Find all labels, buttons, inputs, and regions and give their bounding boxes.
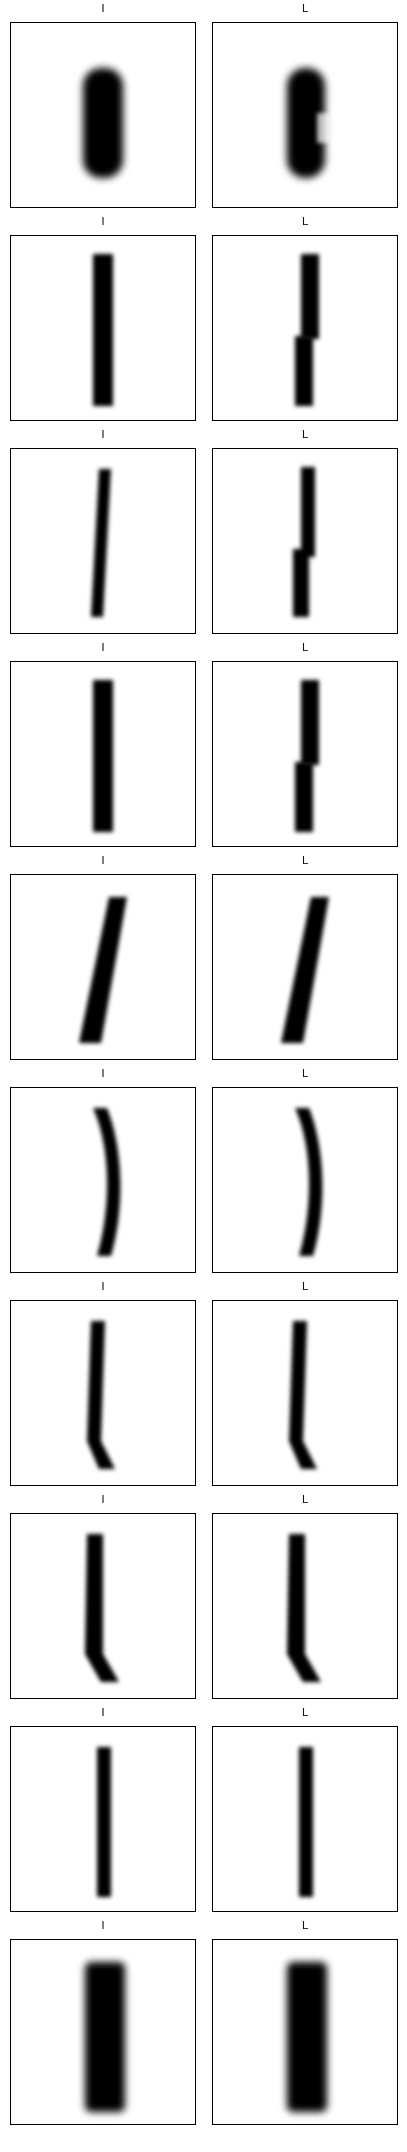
letter-image: [10, 1300, 196, 1486]
letter-image: [212, 235, 398, 421]
class-label: I: [101, 1280, 105, 1293]
letter-image: [212, 1939, 398, 2125]
class-label: L: [301, 641, 309, 654]
class-label: L: [301, 1706, 309, 1719]
letter-image-cell: L: [212, 1920, 398, 2125]
letter-image: [212, 874, 398, 1060]
class-label: I: [101, 641, 105, 654]
letter-image: [10, 1939, 196, 2125]
class-label: L: [301, 1280, 309, 1293]
class-label: I: [101, 854, 105, 867]
letter-image-cell: I: [10, 1281, 196, 1486]
class-label: L: [301, 1067, 309, 1080]
letter-image-cell: L: [212, 216, 398, 421]
class-label: I: [101, 1919, 105, 1932]
class-label: I: [101, 1493, 105, 1506]
letter-image: [212, 1726, 398, 1912]
letter-image: [212, 661, 398, 847]
letter-image: [212, 1087, 398, 1273]
letter-image: [10, 1513, 196, 1699]
class-label: I: [101, 428, 105, 441]
letter-image-cell: I: [10, 855, 196, 1060]
class-label: L: [301, 428, 309, 441]
letter-image-cell: I: [10, 1494, 196, 1699]
letter-image: [10, 1087, 196, 1273]
letter-image-cell: L: [212, 3, 398, 208]
letter-image-cell: I: [10, 429, 196, 634]
class-label: I: [101, 1067, 105, 1080]
letter-image-cell: L: [212, 429, 398, 634]
class-label: I: [101, 215, 105, 228]
letter-image: [212, 1513, 398, 1699]
letter-image-cell: L: [212, 1494, 398, 1699]
letter-image: [10, 235, 196, 421]
letter-image-cell: I: [10, 642, 196, 847]
letter-image: [10, 1726, 196, 1912]
class-label: L: [301, 1919, 309, 1932]
letter-image-cell: I: [10, 216, 196, 421]
class-label: L: [301, 2, 309, 15]
letter-image-cell: L: [212, 1068, 398, 1273]
letter-image-cell: I: [10, 1068, 196, 1273]
letter-image-cell: I: [10, 1707, 196, 1912]
letter-image-cell: L: [212, 1281, 398, 1486]
letter-image-cell: I: [10, 1920, 196, 2125]
letter-image: [10, 661, 196, 847]
class-label: L: [301, 854, 309, 867]
letter-image-cell: L: [212, 1707, 398, 1912]
letter-image: [10, 448, 196, 634]
letter-image: [212, 448, 398, 634]
letter-image: [10, 874, 196, 1060]
letter-image-cell: L: [212, 642, 398, 847]
class-label: L: [301, 1493, 309, 1506]
class-label: L: [301, 215, 309, 228]
letter-image: [10, 22, 196, 208]
class-label: I: [101, 1706, 105, 1719]
letter-image: [212, 1300, 398, 1486]
letter-image-cell: L: [212, 855, 398, 1060]
class-label: I: [101, 2, 105, 15]
letter-image: [212, 22, 398, 208]
letter-image-cell: I: [10, 3, 196, 208]
